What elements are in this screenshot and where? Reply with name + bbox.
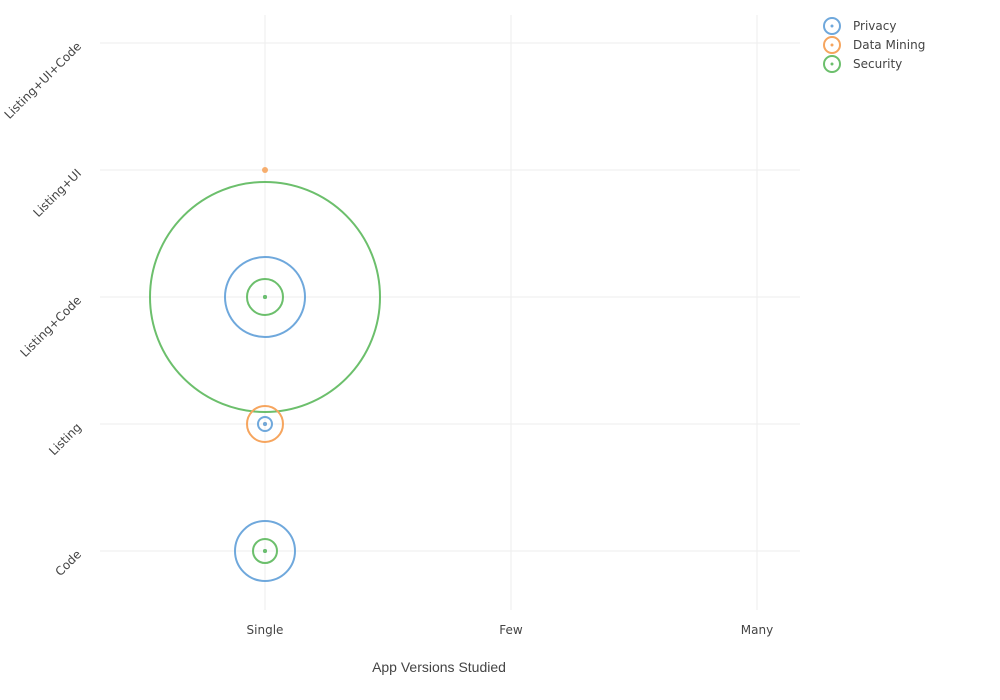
data-point-ring [224, 256, 306, 338]
legend-swatch-icon [822, 54, 842, 74]
y-tick-label: Listing+UI+Code [2, 39, 85, 122]
data-point-data-mining [262, 167, 268, 173]
y-tick-label: Listing [46, 420, 84, 458]
x-axis-title: App Versions Studied [372, 659, 506, 675]
data-point-center [263, 422, 267, 426]
legend-label: Data Mining [853, 37, 926, 52]
legend-label: Privacy [853, 18, 897, 33]
y-tick-label: Listing+Code [17, 293, 84, 360]
data-point-ring [246, 278, 284, 316]
data-point-dot [262, 167, 268, 173]
data-point-ring [246, 405, 284, 443]
data-point-center [263, 295, 267, 299]
legend-item[interactable]: Data Mining [822, 35, 925, 54]
data-point-ring [234, 520, 296, 582]
x-tick-label: Many [741, 623, 773, 637]
legend-label: Security [853, 56, 903, 71]
y-axis-ticks: Code Listing Listing+Code Listing+UI Listing… [2, 39, 85, 579]
legend: Privacy Data Mining Security [822, 16, 925, 73]
legend-item[interactable]: Privacy [822, 16, 925, 35]
x-axis-ticks: Single Few Many [247, 623, 774, 637]
marks [149, 167, 381, 582]
legend-item[interactable]: Security [822, 54, 925, 73]
data-point-ring [257, 416, 273, 432]
data-point-security [246, 278, 284, 316]
x-tick-label: Few [499, 623, 523, 637]
data-point-privacy [257, 416, 273, 432]
y-tick-label: Listing+UI [30, 166, 84, 220]
legend-swatch-icon [822, 35, 842, 55]
grid [100, 15, 800, 610]
legend-swatch-icon [822, 16, 842, 36]
x-tick-label: Single [247, 623, 284, 637]
data-point-security [252, 538, 278, 564]
data-point-ring [149, 181, 381, 413]
y-tick-label: Code [52, 547, 84, 579]
data-point-center [263, 549, 267, 553]
data-point-ring [252, 538, 278, 564]
